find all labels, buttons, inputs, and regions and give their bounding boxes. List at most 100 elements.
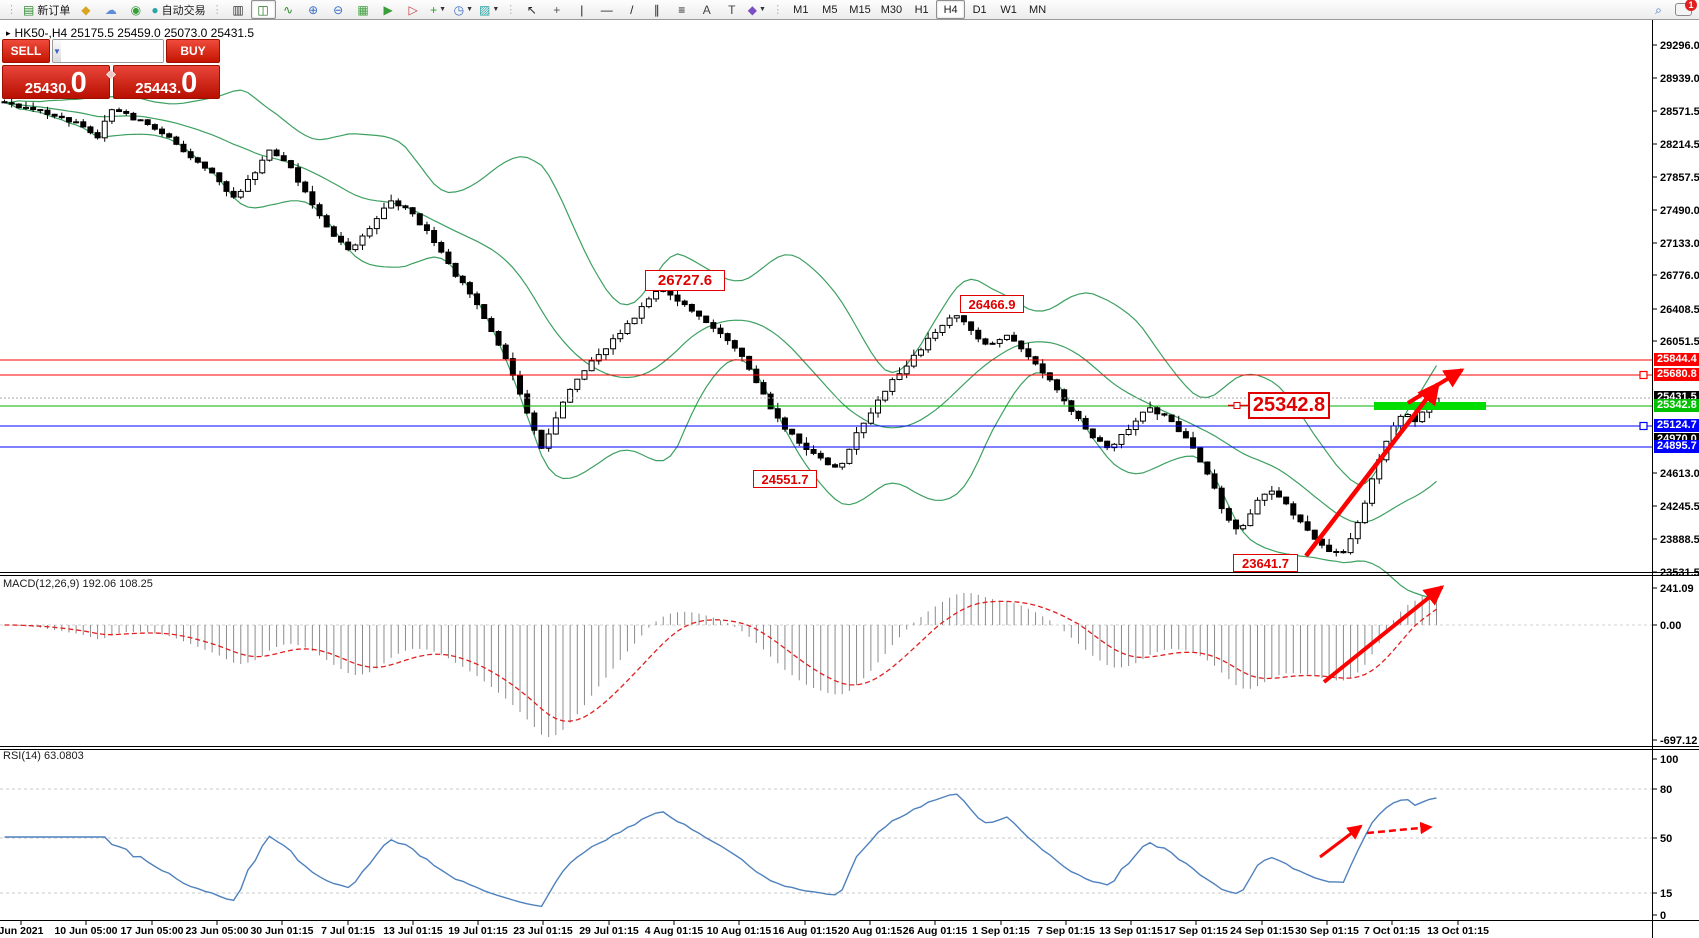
signals-icon[interactable]: ◉ — [123, 0, 148, 19]
axis-tick-label: 27857.5 — [1660, 172, 1699, 184]
price-annotation-23641.7[interactable]: 23641.7 — [1233, 554, 1298, 572]
macd-indicator-label: MACD(12,26,9) 192.06 108.25 — [3, 578, 153, 590]
cursor-button[interactable]: ↖ — [519, 0, 544, 19]
rsi-arrow-up[interactable] — [1319, 824, 1363, 859]
bar-chart-icon: ▥ — [232, 2, 244, 17]
chevron-down-icon: ▼ — [439, 6, 447, 13]
equidistant-channel-button[interactable]: ∥ — [644, 0, 669, 19]
price-annotation-25342.8[interactable]: 25342.8 — [1248, 392, 1330, 419]
toolbar-grip: ⋮ — [6, 4, 17, 16]
fibonacci-button[interactable]: ≡ — [669, 0, 694, 19]
timeframe-m5-button[interactable]: M5 — [822, 3, 838, 16]
axis-tick-label: 29296.0 — [1660, 40, 1699, 52]
timeframe-mn-button[interactable]: MN — [1029, 3, 1047, 16]
text-label-button[interactable]: T — [719, 0, 744, 19]
timeframe-w1-button[interactable]: W1 — [1000, 3, 1017, 16]
line-chart-button[interactable]: ∿ — [276, 0, 301, 19]
date-tick-label: 10 Aug 01:15 — [707, 925, 772, 937]
price-annotation-26727.6[interactable]: 26727.6 — [645, 270, 725, 291]
market-watch-icon[interactable]: ☁ — [98, 0, 123, 19]
chevron-down-icon: ▼ — [758, 6, 766, 13]
sell-button[interactable]: SELL — [2, 39, 50, 63]
market-watch-icon-icon: ☁ — [104, 2, 117, 17]
macd-arrow[interactable] — [1322, 585, 1445, 684]
tile-windows-button[interactable]: ▦ — [351, 0, 376, 19]
trend-arrow-breakout[interactable] — [1406, 368, 1465, 405]
volume-decrease-button[interactable]: ▼ — [53, 40, 61, 62]
auto-scroll-icon: ▶ — [383, 2, 393, 17]
date-tick-label: 13 Oct 01:15 — [1427, 925, 1489, 937]
line-chart-icon: ∿ — [283, 2, 294, 17]
date-tick-label: 10 Jun 05:00 — [54, 925, 117, 937]
search-icon[interactable]: ⌕ — [1646, 0, 1671, 19]
fibonacci-icon: ≡ — [678, 2, 686, 17]
timeframe-h1-button[interactable]: H1 — [914, 3, 929, 16]
timeframe-d1-button[interactable]: D1 — [972, 3, 987, 16]
axis-tick-label: 15 — [1660, 888, 1672, 900]
candlestick-chart-button[interactable]: ◫ — [250, 0, 276, 19]
rsi-indicator-label: RSI(14) 63.0803 — [3, 750, 84, 762]
buy-quote-button[interactable]: 25443. 0 — [112, 65, 220, 99]
timeframe-m30-button[interactable]: M30 — [880, 3, 903, 16]
hline-handle[interactable] — [1639, 370, 1648, 380]
candlestick-chart-icon: ◫ — [257, 2, 269, 17]
rsi-arrow-flat[interactable] — [1366, 821, 1433, 835]
date-tick-label: 1 Sep 01:15 — [972, 925, 1030, 937]
indicators-add-button[interactable]: + ▼ — [426, 0, 451, 19]
axis-tick-label: 23531.5 — [1660, 567, 1699, 579]
trendline-button[interactable]: / — [619, 0, 644, 19]
chat-button[interactable]: 1 — [1671, 0, 1697, 19]
zoom-in-button[interactable]: ⊕ — [301, 0, 326, 19]
horizontal-line-icon: — — [600, 2, 613, 17]
new-order-button[interactable]: ▤ 新订单 — [20, 0, 73, 19]
hline-handle[interactable] — [1639, 421, 1648, 431]
price-annotation-26466.9[interactable]: 26466.9 — [960, 295, 1024, 313]
axis-tick-label: 27133.0 — [1660, 238, 1699, 250]
zoom-out-icon: ⊖ — [333, 2, 344, 17]
zoom-out-button[interactable]: ⊖ — [326, 0, 351, 19]
date-tick-label: 24 Sep 01:15 — [1230, 925, 1294, 937]
timeframe-m15-button[interactable]: M15 — [849, 3, 871, 16]
main-toolbar: ⋮ ▤ 新订单 ◆ ☁ ◉ ● 自动交易 ⋮ ▥ ◫ ∿ ⊕ ⊖ ▦ ▶ ▷ + ▼ ◷ ▼ ▨ ▼ ⋮ ↖ + | — / ∥ ≡ A T ◆ ▼… — [0, 0, 1699, 20]
sell-quote-button[interactable]: 25430. 0 — [2, 65, 110, 99]
arrows-objects-button[interactable]: ◆ ▼ — [744, 0, 769, 19]
templates-icon: ▨ — [479, 2, 491, 17]
axis-tick-label: 26051.5 — [1660, 336, 1699, 348]
macd-signal-line — [4, 600, 1437, 722]
auto-scroll-button[interactable]: ▶ — [376, 0, 401, 19]
vertical-line-button[interactable]: | — [569, 0, 594, 19]
axis-tick-label: 28214.5 — [1660, 139, 1699, 151]
green-highlight-bar[interactable] — [1374, 402, 1486, 410]
chart-shift-button[interactable]: ▷ — [401, 0, 426, 19]
date-tick-label: 17 Sep 01:15 — [1164, 925, 1228, 937]
volume-input[interactable] — [60, 40, 163, 62]
trend-arrow-main[interactable] — [1304, 381, 1440, 558]
new-order-button-label: 新订单 — [37, 4, 71, 17]
text-button[interactable]: A — [694, 0, 719, 19]
date-tick-label: 17 Jun 05:00 — [120, 925, 183, 937]
price-annotation-24551.7[interactable]: 24551.7 — [753, 470, 817, 488]
timeframe-h4-button[interactable]: H4 — [936, 0, 966, 19]
bar-chart-button[interactable]: ▥ — [226, 0, 251, 19]
chart-shift-icon: ▷ — [408, 2, 418, 17]
horizontal-line-button[interactable]: — — [594, 0, 619, 19]
date-tick-label: 23 Jun 05:00 — [185, 925, 248, 937]
indicators-add-icon: + — [430, 2, 438, 17]
autotrading-button[interactable]: ● 自动交易 — [148, 0, 208, 19]
one-click-trading-panel: SELL ▼ ▲ BUY 25430.0 25443.0 — [2, 39, 220, 99]
chevron-down-icon: ▼ — [466, 6, 474, 13]
chart-title-icon: ▸ — [6, 27, 11, 38]
buy-button[interactable]: BUY — [166, 39, 220, 63]
templates-button[interactable]: ▨ ▼ — [476, 0, 502, 19]
toolbar-grip: ⋮ — [505, 4, 517, 16]
periods-clock-button[interactable]: ◷ ▼ — [451, 0, 476, 19]
crosshair-button[interactable]: + — [544, 0, 569, 19]
profiles-icon[interactable]: ◆ — [73, 0, 98, 19]
date-tick-label: 4 Aug 01:15 — [645, 925, 704, 937]
toolbar-grip: ⋮ — [211, 4, 223, 16]
timeframe-m1-button[interactable]: M1 — [793, 3, 809, 16]
axis-tick-label: 241.09 — [1660, 583, 1694, 595]
bollinger-bands — [4, 89, 1438, 598]
